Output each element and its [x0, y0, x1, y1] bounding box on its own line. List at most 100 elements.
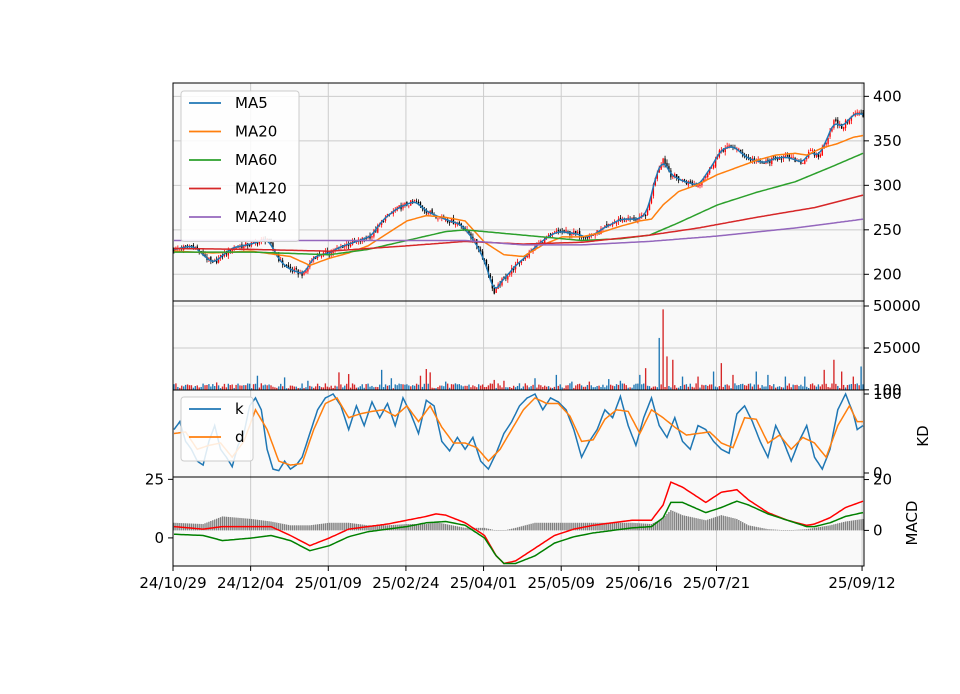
volume-bar — [497, 383, 499, 390]
volume-bar — [823, 369, 825, 390]
osc-bar — [456, 526, 459, 531]
k-line — [173, 392, 864, 472]
price-ytick-label: 400 — [873, 87, 902, 105]
volume-bar — [299, 387, 301, 390]
osc-bar — [503, 530, 505, 531]
osc-bar — [695, 518, 697, 531]
volume-bar — [289, 385, 292, 390]
volume-bar — [217, 385, 220, 390]
osc-bar — [761, 527, 763, 531]
volume-bar — [520, 388, 523, 390]
volume-bar — [235, 384, 237, 390]
volume-bar — [751, 386, 754, 390]
candle-body — [773, 156, 775, 158]
osc-bar — [215, 518, 218, 531]
volume-bar — [182, 386, 185, 390]
volume-bar — [425, 369, 427, 390]
osc-bar — [413, 524, 416, 531]
candle-body — [850, 115, 853, 121]
volume-bar — [390, 378, 393, 390]
candle-body — [516, 261, 519, 265]
osc-bar — [538, 522, 540, 531]
osc-bar — [227, 516, 229, 531]
macd-layer — [173, 481, 864, 565]
osc-bar — [505, 529, 507, 531]
volume-bar — [464, 385, 466, 390]
candle-body — [252, 241, 255, 244]
volume-bar — [806, 386, 808, 390]
osc-bar — [514, 527, 517, 531]
candle-body — [295, 268, 297, 270]
osc-bar — [382, 525, 385, 531]
volume-bar — [825, 383, 827, 390]
volume-bar — [227, 383, 229, 390]
volume-bar — [208, 384, 210, 390]
osc-bar — [594, 522, 596, 531]
volume-bar — [512, 385, 515, 390]
osc-bar — [720, 515, 723, 531]
volume-bar — [747, 383, 750, 390]
volume-bar — [268, 384, 270, 390]
volume-bar — [858, 385, 860, 390]
volume-bar — [450, 384, 453, 390]
candle-body — [800, 161, 802, 164]
macd-left-ytick-label: 0 — [154, 529, 164, 547]
volume-bar — [590, 385, 592, 390]
volume-bar — [621, 383, 624, 390]
candle-body — [231, 248, 233, 252]
volume-bar — [582, 386, 585, 390]
volume-bar — [419, 375, 422, 390]
candle-body — [448, 221, 451, 223]
osc-bar — [314, 524, 317, 531]
volume-bar — [643, 383, 645, 390]
osc-bar — [749, 525, 752, 531]
osc-bar — [412, 524, 414, 531]
volume-bar — [318, 385, 321, 390]
osc-bar — [493, 529, 495, 531]
osc-bar — [757, 527, 759, 531]
candle-body — [413, 200, 416, 201]
osc-bar — [229, 517, 231, 531]
volume-ytick-label: 25000 — [873, 339, 921, 357]
volume-bar — [188, 385, 191, 390]
volume-bar — [584, 386, 587, 390]
volume-bar — [610, 384, 612, 390]
volume-bar — [489, 383, 492, 390]
volume-bar — [598, 385, 600, 390]
osc-bar — [840, 522, 843, 531]
osc-bar — [247, 518, 249, 531]
volume-bar — [703, 385, 705, 390]
volume-bar — [557, 385, 559, 390]
kd-panel-bg — [173, 390, 864, 477]
osc-bar — [839, 522, 841, 531]
osc-bar — [660, 518, 662, 531]
volume-bar — [470, 387, 472, 390]
volume-bar — [563, 388, 565, 390]
osc-bar — [307, 525, 309, 531]
candle-body — [235, 247, 237, 249]
osc-bar — [540, 522, 542, 531]
volume-bar — [693, 387, 695, 390]
osc-bar — [662, 517, 664, 531]
volume-bar — [415, 383, 418, 390]
kd-legend-label: d — [235, 428, 245, 446]
volume-panel-bg — [173, 301, 864, 390]
osc-bar — [460, 527, 462, 531]
price-ytick-label: 250 — [873, 221, 902, 239]
osc-bar — [200, 523, 202, 531]
osc-bar — [478, 527, 480, 531]
volume-bar — [408, 385, 410, 390]
osc-bar — [287, 524, 290, 531]
frame-layer — [172, 82, 865, 567]
candle-body — [184, 245, 187, 247]
volume-bar — [639, 374, 641, 390]
osc-bar — [569, 522, 571, 531]
volume-bar — [596, 386, 598, 390]
osc-bar — [425, 524, 427, 531]
macd-right-ytick-label: 0 — [873, 521, 883, 539]
volume-bar — [355, 387, 358, 390]
candle-body — [769, 160, 771, 163]
osc-bar — [730, 517, 732, 531]
volume-bar — [677, 387, 680, 390]
candle-body — [848, 120, 851, 124]
